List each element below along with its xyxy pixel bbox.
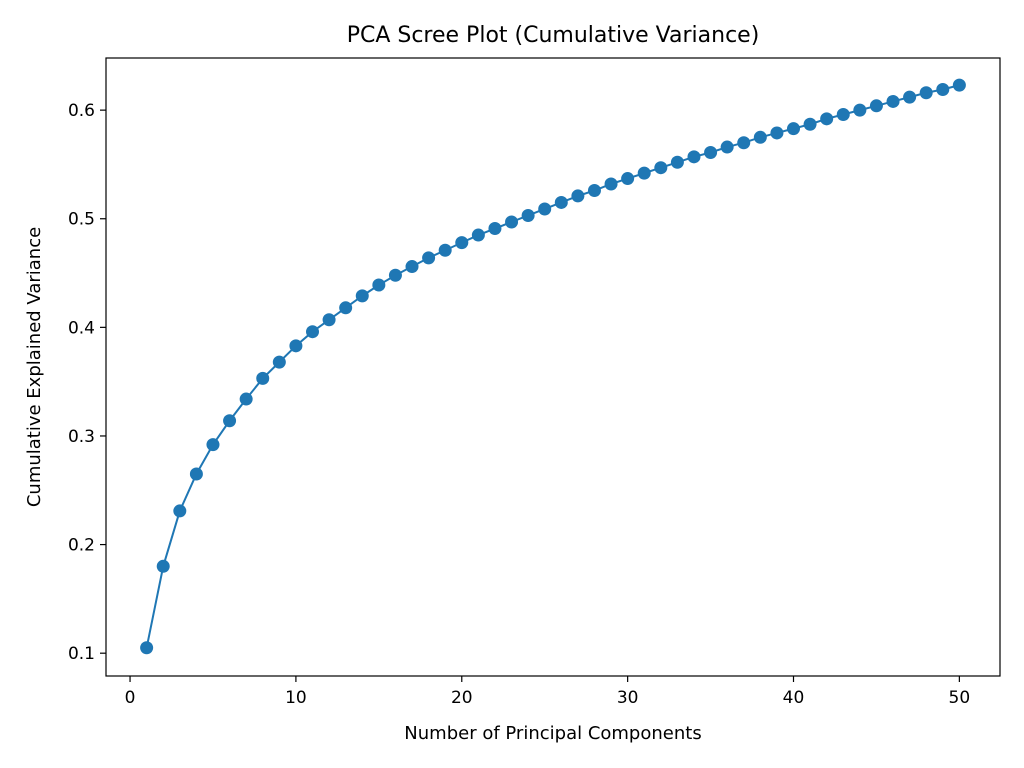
data-point (753, 130, 767, 144)
data-point (438, 243, 452, 257)
x-axis-label: Number of Principal Components (404, 723, 701, 744)
y-tick-label: 0.6 (68, 101, 95, 121)
data-point (869, 99, 883, 113)
x-axis: 0 10 20 30 40 50 (125, 676, 971, 708)
data-point (405, 260, 419, 274)
data-point (206, 438, 220, 452)
data-point (654, 161, 668, 175)
data-point (621, 172, 635, 186)
data-point (156, 559, 170, 573)
data-point (836, 107, 850, 121)
data-point (372, 278, 386, 292)
x-tick-label: 40 (783, 688, 805, 708)
data-point (604, 177, 618, 191)
data-point (554, 195, 568, 209)
data-point (853, 103, 867, 117)
x-tick-label: 50 (949, 688, 971, 708)
data-point (770, 126, 784, 140)
y-tick-label: 0.5 (68, 210, 95, 230)
data-point (505, 215, 519, 229)
data-point (704, 145, 718, 159)
data-point (737, 136, 751, 150)
data-point (720, 140, 734, 154)
data-point (488, 222, 502, 236)
data-point (305, 325, 319, 339)
x-tick-label: 10 (285, 688, 307, 708)
data-point (256, 371, 270, 385)
data-point (455, 236, 469, 250)
y-tick-label: 0.3 (68, 427, 95, 447)
data-point (587, 184, 601, 198)
data-point (239, 392, 253, 406)
data-point (687, 150, 701, 164)
data-point (820, 112, 834, 126)
chart-title: PCA Scree Plot (Cumulative Variance) (347, 23, 760, 48)
data-point (637, 166, 651, 180)
y-tick-label: 0.2 (68, 536, 95, 556)
data-point (670, 155, 684, 169)
data-point (388, 268, 402, 282)
y-tick-label: 0.1 (68, 644, 95, 664)
data-point (289, 339, 303, 353)
data-point (886, 94, 900, 108)
data-point (903, 90, 917, 104)
data-point (952, 78, 966, 92)
data-point (803, 117, 817, 131)
y-axis-label: Cumulative Explained Variance (24, 227, 45, 507)
data-point (422, 251, 436, 265)
data-point (919, 86, 933, 100)
data-point (189, 467, 203, 481)
x-tick-label: 0 (125, 688, 136, 708)
data-point (471, 228, 485, 242)
data-point (936, 82, 950, 96)
data-point (140, 641, 154, 655)
data-point (571, 189, 585, 203)
data-point (339, 301, 353, 315)
x-tick-label: 20 (451, 688, 473, 708)
data-point (272, 355, 286, 369)
data-point (173, 504, 187, 518)
plot-frame (105, 57, 1001, 677)
y-tick-label: 0.4 (68, 318, 95, 338)
data-point (538, 202, 552, 216)
data-point (355, 289, 369, 303)
data-point (223, 414, 237, 428)
y-axis: 0.1 0.2 0.3 0.4 0.5 0.6 (68, 101, 106, 664)
data-point (322, 313, 336, 327)
data-point (787, 122, 801, 136)
data-point (521, 208, 535, 222)
x-tick-label: 30 (617, 688, 639, 708)
